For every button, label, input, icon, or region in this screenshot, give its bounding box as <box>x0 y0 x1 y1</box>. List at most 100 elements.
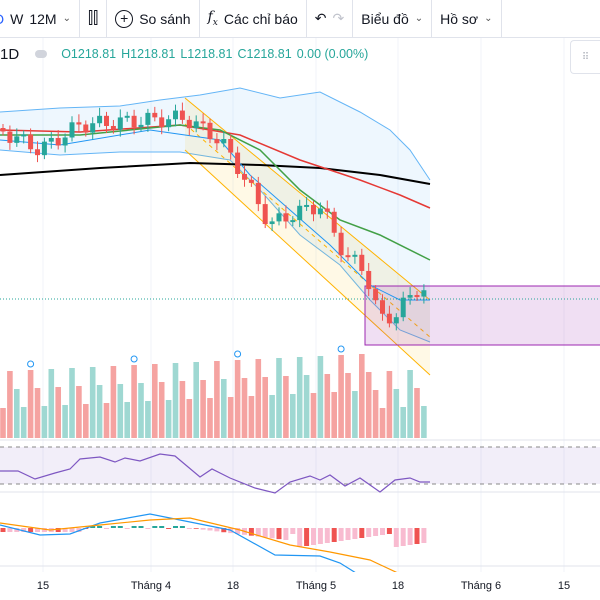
price-chart[interactable] <box>0 0 600 572</box>
macd-histogram-bar <box>255 528 261 537</box>
volume-bar <box>165 400 172 438</box>
volume-bar <box>372 390 379 438</box>
candle-body <box>283 213 289 222</box>
volume-bar <box>41 406 48 438</box>
volume-bar <box>276 358 282 438</box>
signal-line <box>0 517 398 572</box>
candle-body <box>373 289 379 301</box>
candle-body <box>0 128 6 132</box>
macd-histogram-bar <box>159 526 165 528</box>
volume-bar <box>255 359 262 438</box>
indicators-button[interactable]: fx Các chỉ báo <box>200 0 307 38</box>
compare-label: So sánh <box>139 10 191 27</box>
redo-icon[interactable]: ↷ <box>332 10 345 26</box>
candle-body <box>311 204 316 215</box>
candle-body <box>104 115 109 126</box>
volume-bar <box>145 401 151 438</box>
candle-body <box>138 124 144 128</box>
volume-bar <box>138 383 144 438</box>
profile-menu-button[interactable]: Hồ sơ ⌄ <box>432 0 502 38</box>
candle-body <box>400 297 406 318</box>
candle-body <box>393 317 399 324</box>
volume-bar <box>262 377 268 438</box>
time-axis[interactable]: 15 Tháng 4 18 Tháng 5 18 Tháng 6 15 <box>0 572 600 600</box>
volume-bar <box>214 361 220 438</box>
volume-bar <box>207 398 213 438</box>
macd-histogram-bar <box>55 528 61 532</box>
candle-body <box>242 173 247 180</box>
candle-body <box>110 125 116 130</box>
macd-histogram-bar <box>152 526 158 528</box>
volume-bar <box>352 391 358 438</box>
candle-body <box>269 221 275 225</box>
volume-bar <box>400 407 406 438</box>
candle-body <box>317 208 323 215</box>
macd-histogram-bar <box>207 528 213 531</box>
macd-histogram-bar <box>290 528 296 534</box>
macd-histogram-bar <box>352 528 358 539</box>
candle-body <box>69 122 75 138</box>
volume-bar <box>152 364 158 438</box>
macd-histogram-bar <box>173 526 178 528</box>
macd-histogram-bar <box>311 528 316 545</box>
candle-body <box>90 123 96 133</box>
volume-bar <box>131 365 137 438</box>
candle-body <box>145 112 151 125</box>
macd-histogram-bar <box>283 528 289 540</box>
macd-histogram-bar <box>317 528 323 544</box>
macd-histogram-bar <box>380 528 385 535</box>
volume-bar <box>89 367 96 438</box>
chevron-down-icon: ⌄ <box>484 13 493 24</box>
drag-handle-icon[interactable]: ⠿ <box>570 40 600 74</box>
macd-histogram-bar <box>221 528 227 533</box>
candle-body <box>297 205 303 221</box>
macd-histogram-bar <box>186 528 192 529</box>
chevron-down-icon[interactable]: ⌄ <box>62 13 71 24</box>
interval-12m[interactable]: 12M <box>29 10 57 27</box>
candle-body <box>152 112 158 118</box>
volume-bar <box>324 374 331 438</box>
chevron-down-icon: ⌄ <box>414 13 424 24</box>
macd-histogram-bar <box>69 528 75 532</box>
time-tick: Tháng 6 <box>460 580 502 592</box>
macd-histogram-bar <box>104 528 109 529</box>
channel-fill <box>185 98 430 375</box>
candle-body <box>228 138 234 153</box>
compare-button[interactable]: + So sánh <box>107 0 200 38</box>
macd-histogram-bar <box>97 526 103 528</box>
candle-body <box>235 152 241 174</box>
macd-histogram-bar <box>373 528 379 536</box>
macd-histogram-bar <box>0 528 6 532</box>
macd-histogram-bar <box>331 528 337 542</box>
volume-bar <box>393 389 400 438</box>
chart-menu-button[interactable]: Biểu đồ ⌄ <box>353 0 433 38</box>
candle-body <box>35 149 40 156</box>
interval-w[interactable]: W <box>10 10 24 27</box>
macd-histogram-bar <box>269 528 275 539</box>
macd-histogram-bar <box>421 528 427 543</box>
volume-bar <box>193 362 199 438</box>
plus-circle-icon: + <box>115 9 134 28</box>
undo-icon[interactable]: ↶ <box>314 10 327 26</box>
volume-bar <box>179 381 186 438</box>
chart-type-button[interactable]: ⫿⫿ <box>80 0 108 38</box>
visibility-toggle[interactable] <box>35 50 48 58</box>
candle-body <box>83 124 89 133</box>
macd-histogram-bar <box>138 526 144 528</box>
candle-body <box>421 290 427 297</box>
volume-bar <box>20 407 27 438</box>
volume-bar <box>103 403 110 438</box>
candle-body <box>7 131 13 143</box>
candle-body <box>124 115 130 118</box>
legend-interval: 1D <box>0 45 20 63</box>
candle-body <box>173 110 178 120</box>
channel-upper <box>184 97 431 301</box>
macd-histogram-bar <box>117 526 123 528</box>
interval-d[interactable]: D <box>0 11 4 27</box>
macd-histogram-bar <box>248 528 254 536</box>
macd-histogram-bar <box>35 528 40 532</box>
candlestick-icon: ⫿⫿ <box>87 9 99 27</box>
candle-body <box>276 213 282 222</box>
indicators-label: Các chỉ báo <box>223 10 298 27</box>
